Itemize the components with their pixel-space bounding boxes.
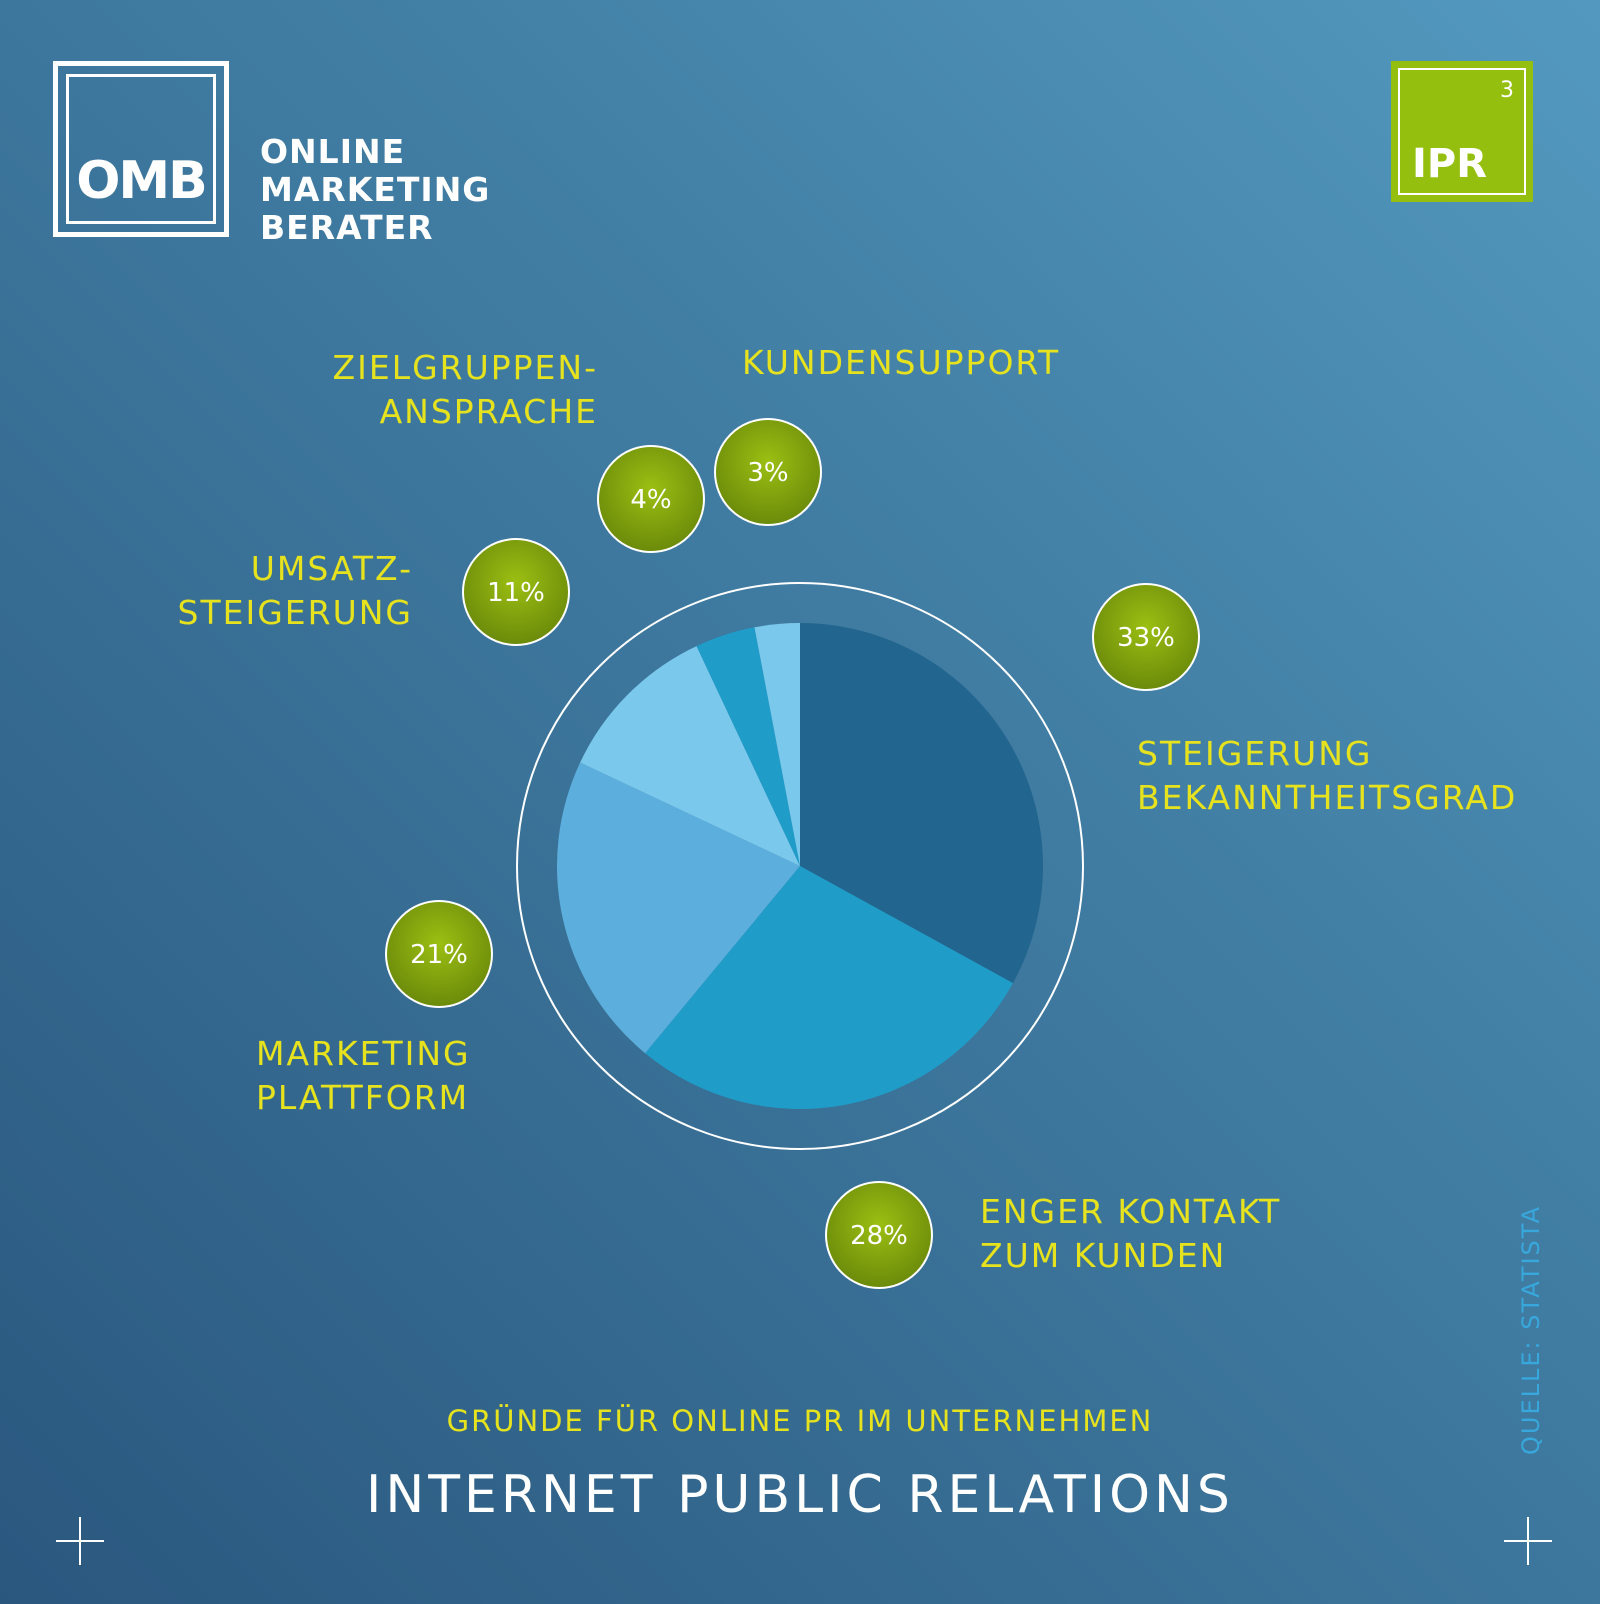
value-label-4: 11% [487,578,545,608]
value-bubble-4 [462,538,570,646]
value-label-5: 4% [630,485,671,515]
label-zielgruppen-ansprache: ZIELGRUPPEN- ANSPRACHE [333,346,598,434]
label-marketing-plattform: MARKETING PLATTFORM [256,1032,471,1120]
value-bubble-1 [1092,583,1200,691]
value-label-6: 3% [747,458,788,488]
pie-slice-5 [696,627,800,866]
corner-plus-left [56,1517,104,1565]
label-umsatz-line-2: STEIGERUNG [177,593,413,632]
pie-slice-6 [754,623,800,866]
value-bubble-2 [825,1181,933,1289]
ipr-badge-number: 3 [1500,78,1514,103]
source-text: QUELLE: STATISTA [1517,1204,1545,1456]
pie-slice-4 [580,646,800,866]
label-zielgruppen-line-1: ZIELGRUPPEN- [332,348,598,387]
label-marketing-line-2: PLATTFORM [256,1078,470,1117]
pie-slice-1 [800,623,1043,984]
label-bekanntheit-line-1: STEIGERUNG [1137,734,1373,773]
label-kontakt-line-1: ENGER KONTAKT [980,1192,1282,1231]
label-kontakt-line-2: ZUM KUNDEN [980,1236,1227,1275]
brand-line-1: ONLINE [260,132,406,171]
value-label-2: 28% [850,1221,908,1251]
brand-line-3: BERATER [260,208,434,247]
value-label-1: 33% [1117,623,1175,653]
omb-logo-inner: OMB [66,74,216,224]
value-bubble-5 [597,445,705,553]
ipr-badge-frame: 3 IPR [1398,68,1526,195]
omb-logo-text: OMB [76,151,208,211]
pie-slice-2 [645,866,1013,1109]
corner-plus-right [1504,1517,1552,1565]
value-bubble-6 [714,418,822,526]
brand-line-2: MARKETING [260,170,491,209]
brand-name: ONLINE MARKETING BERATER [260,133,490,247]
omb-logo: OMB [53,61,229,237]
label-kundensupport-line-1: KUNDENSUPPORT [742,343,1061,382]
label-umsatz-steigerung: UMSATZ- STEIGERUNG [178,547,413,635]
label-kundensupport: KUNDENSUPPORT [742,341,1060,385]
pie-slices [557,623,1043,1109]
label-umsatz-line-1: UMSATZ- [250,549,413,588]
value-label-3: 21% [410,940,468,970]
value-bubble-3 [385,900,493,1008]
label-enger-kontakt: ENGER KONTAKT ZUM KUNDEN [980,1190,1281,1278]
pie-slice-3 [557,762,800,1054]
label-zielgruppen-line-2: ANSPRACHE [379,392,598,431]
value-bubbles: 33% 28% 21% 11% 4% 3% [385,418,1200,1289]
ipr-badge-label: IPR [1412,141,1487,187]
pie-outer-ring [516,582,1084,1150]
label-bekanntheit-line-2: BEKANNTHEITSGRAD [1137,778,1518,817]
ipr-badge: 3 IPR [1391,61,1533,202]
chart-subtitle: GRÜNDE FÜR ONLINE PR IM UNTERNEHMEN [446,1404,1154,1438]
label-steigerung-bekanntheitsgrad: STEIGERUNG BEKANNTHEITSGRAD [1137,732,1517,820]
chart-title: INTERNET PUBLIC RELATIONS [366,1465,1234,1525]
label-marketing-line-1: MARKETING [256,1034,471,1073]
